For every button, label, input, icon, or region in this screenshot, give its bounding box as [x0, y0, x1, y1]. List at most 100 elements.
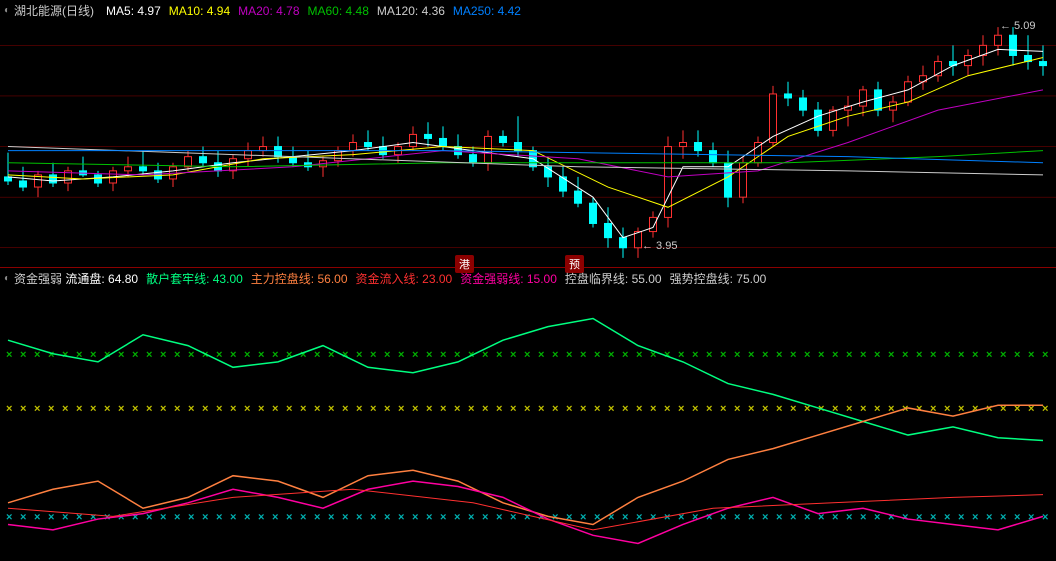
- svg-text:×: ×: [6, 511, 12, 523]
- svg-text:×: ×: [258, 349, 264, 361]
- svg-text:×: ×: [944, 403, 950, 415]
- svg-text:×: ×: [874, 403, 880, 415]
- svg-text:×: ×: [1000, 511, 1006, 523]
- svg-text:×: ×: [678, 403, 684, 415]
- svg-text:×: ×: [860, 403, 866, 415]
- svg-text:×: ×: [650, 403, 656, 415]
- svg-text:×: ×: [650, 511, 656, 523]
- svg-text:×: ×: [146, 403, 152, 415]
- collapse-icon[interactable]: ◐: [4, 5, 10, 16]
- svg-text:×: ×: [258, 511, 264, 523]
- svg-text:×: ×: [496, 349, 502, 361]
- ma-indicator: MA60: 4.48: [308, 4, 369, 18]
- svg-text:×: ×: [1028, 511, 1034, 523]
- svg-text:×: ×: [832, 511, 838, 523]
- svg-text:×: ×: [524, 403, 530, 415]
- svg-text:×: ×: [314, 511, 320, 523]
- svg-text:×: ×: [272, 349, 278, 361]
- svg-text:×: ×: [398, 511, 404, 523]
- svg-text:×: ×: [580, 403, 586, 415]
- svg-text:×: ×: [342, 403, 348, 415]
- svg-text:×: ×: [986, 403, 992, 415]
- indicator-chart[interactable]: × × × × × × × × × × × × × × × × × × × × × × × × × × × × × × × × × × × × × × × ×…: [0, 268, 1056, 561]
- svg-text:×: ×: [132, 403, 138, 415]
- collapse-icon[interactable]: ◐: [4, 273, 10, 284]
- svg-text:×: ×: [328, 511, 334, 523]
- svg-text:×: ×: [510, 403, 516, 415]
- svg-text:×: ×: [986, 349, 992, 361]
- svg-text:×: ×: [454, 511, 460, 523]
- svg-text:×: ×: [566, 403, 572, 415]
- price-label: ← 5.09: [1000, 20, 1035, 32]
- svg-text:×: ×: [62, 403, 68, 415]
- svg-text:×: ×: [160, 403, 166, 415]
- svg-text:×: ×: [384, 403, 390, 415]
- price-label: ← 3.95: [642, 240, 677, 252]
- svg-text:×: ×: [384, 511, 390, 523]
- svg-text:×: ×: [440, 349, 446, 361]
- svg-text:×: ×: [188, 349, 194, 361]
- svg-text:×: ×: [188, 403, 194, 415]
- svg-text:×: ×: [1042, 349, 1048, 361]
- svg-text:×: ×: [370, 403, 376, 415]
- svg-text:×: ×: [62, 349, 68, 361]
- indicator-name: 资金强弱: [14, 272, 65, 286]
- svg-text:×: ×: [706, 511, 712, 523]
- svg-text:×: ×: [412, 349, 418, 361]
- indicator-value: 控盘临界线: 55.00: [565, 272, 662, 286]
- svg-text:×: ×: [1028, 349, 1034, 361]
- svg-text:×: ×: [454, 349, 460, 361]
- main-chart-header: ◐ 湖北能源(日线) MA5: 4.97MA10: 4.94MA20: 4.78…: [4, 2, 521, 19]
- svg-text:×: ×: [930, 349, 936, 361]
- svg-text:×: ×: [762, 349, 768, 361]
- svg-text:×: ×: [300, 511, 306, 523]
- svg-text:×: ×: [468, 403, 474, 415]
- svg-text:×: ×: [860, 349, 866, 361]
- svg-text:×: ×: [720, 511, 726, 523]
- svg-text:×: ×: [118, 349, 124, 361]
- chart-container: ◐ 湖北能源(日线) MA5: 4.97MA10: 4.94MA20: 4.78…: [0, 0, 1056, 561]
- svg-text:×: ×: [510, 511, 516, 523]
- svg-text:×: ×: [20, 511, 26, 523]
- svg-text:×: ×: [454, 403, 460, 415]
- svg-text:×: ×: [972, 511, 978, 523]
- svg-text:×: ×: [916, 511, 922, 523]
- svg-text:×: ×: [1014, 511, 1020, 523]
- ma-indicator: MA20: 4.78: [238, 4, 299, 18]
- main-candlestick-chart[interactable]: [0, 0, 1056, 268]
- svg-text:×: ×: [216, 403, 222, 415]
- svg-text:×: ×: [6, 349, 12, 361]
- svg-text:×: ×: [790, 349, 796, 361]
- svg-text:×: ×: [174, 349, 180, 361]
- svg-text:×: ×: [468, 511, 474, 523]
- svg-text:×: ×: [748, 403, 754, 415]
- svg-text:×: ×: [902, 349, 908, 361]
- svg-text:×: ×: [188, 511, 194, 523]
- svg-text:×: ×: [370, 511, 376, 523]
- svg-text:×: ×: [832, 349, 838, 361]
- indicator-value: 主力控盘线: 56.00: [251, 272, 348, 286]
- svg-text:×: ×: [174, 511, 180, 523]
- svg-text:×: ×: [216, 511, 222, 523]
- svg-text:×: ×: [230, 349, 236, 361]
- svg-text:×: ×: [1000, 349, 1006, 361]
- svg-text:×: ×: [734, 349, 740, 361]
- svg-text:×: ×: [90, 403, 96, 415]
- svg-text:×: ×: [300, 403, 306, 415]
- indicator-labels: 资金强弱 流通盘: 64.80散户套牢线: 43.00主力控盘线: 56.00资…: [14, 270, 774, 287]
- svg-text:×: ×: [734, 403, 740, 415]
- svg-text:×: ×: [986, 511, 992, 523]
- svg-text:×: ×: [804, 511, 810, 523]
- svg-text:×: ×: [202, 403, 208, 415]
- svg-text:×: ×: [706, 349, 712, 361]
- svg-text:×: ×: [118, 403, 124, 415]
- svg-text:×: ×: [482, 403, 488, 415]
- svg-text:×: ×: [272, 403, 278, 415]
- svg-text:×: ×: [34, 349, 40, 361]
- svg-text:×: ×: [342, 511, 348, 523]
- indicator-value: 资金流入线: 23.00: [356, 272, 453, 286]
- svg-text:×: ×: [398, 403, 404, 415]
- svg-text:×: ×: [104, 403, 110, 415]
- svg-text:×: ×: [440, 511, 446, 523]
- svg-text:×: ×: [510, 349, 516, 361]
